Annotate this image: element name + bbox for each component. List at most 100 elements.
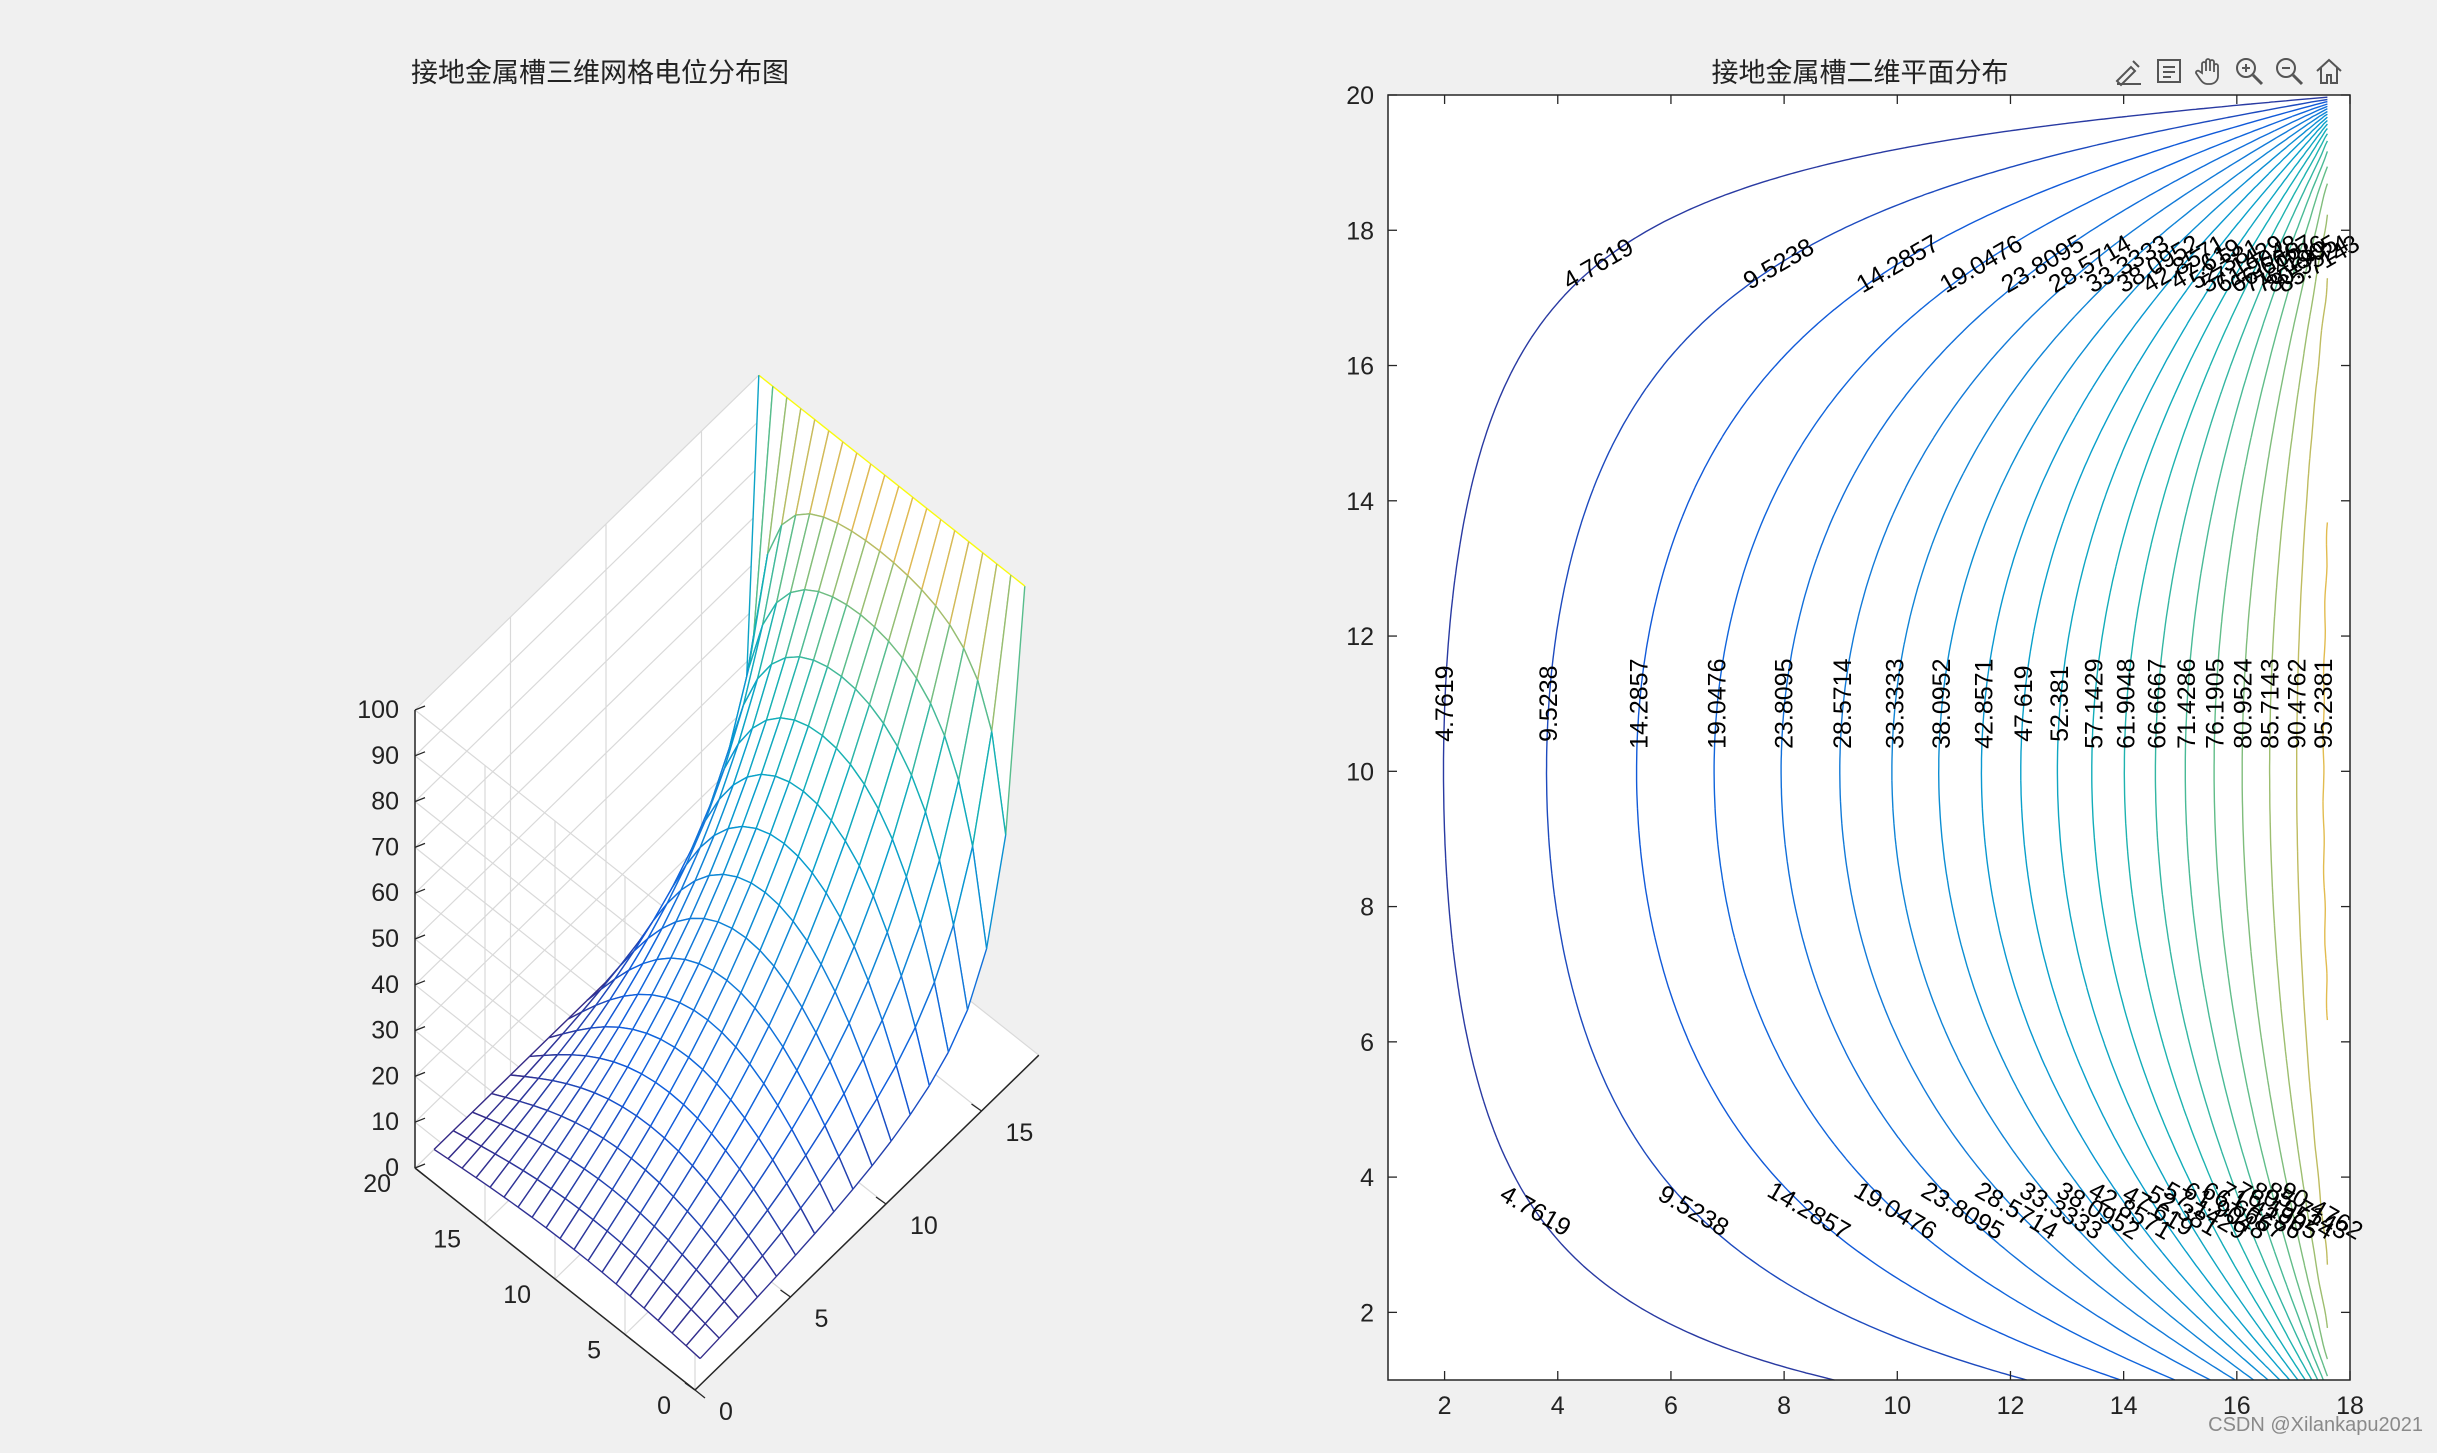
surface-mesh-edge — [694, 835, 715, 882]
contour-lines — [1442, 96, 2329, 1381]
surface-face — [632, 994, 666, 1034]
surface-mesh-edge — [698, 963, 714, 972]
surface-mesh-edge — [466, 1137, 482, 1147]
surface-face — [692, 1133, 726, 1182]
surface-face — [650, 1092, 684, 1139]
surface-mesh-edge — [840, 614, 862, 677]
surface-mesh-edge — [527, 1135, 543, 1145]
surface-face — [809, 430, 843, 518]
surface-mesh-edge — [699, 1337, 720, 1360]
surface-mesh-edge — [630, 1157, 646, 1171]
surface-mesh-edge — [670, 957, 685, 961]
surface-mesh-edge — [805, 1155, 821, 1184]
surface-mesh-edge — [611, 1188, 627, 1202]
surface-mesh-edge — [802, 735, 824, 792]
pan-icon[interactable] — [2192, 54, 2226, 88]
surface-mesh-edge — [561, 1115, 576, 1124]
surface-mesh-edge — [654, 1047, 676, 1083]
surface-mesh-edge — [928, 1051, 950, 1087]
surface-x-axis — [694, 1054, 1040, 1391]
surface-mesh-edge — [789, 513, 811, 593]
zoom-in-icon[interactable] — [2232, 54, 2266, 88]
surface-mesh-edge — [708, 828, 729, 876]
surface-mesh-edge — [571, 1054, 586, 1057]
surface-mesh-edge — [573, 1219, 594, 1250]
surface-mesh-edge — [882, 658, 904, 724]
surface-mesh-edge — [736, 876, 752, 884]
surface-face — [816, 991, 850, 1062]
surface-z-tick-label: 60 — [371, 879, 399, 907]
surface-mesh-edge — [593, 1061, 615, 1094]
brush-icon[interactable] — [2112, 54, 2146, 88]
surface-mesh-edge — [730, 1099, 746, 1119]
surface-mesh-edge — [971, 846, 988, 949]
surface-mesh-edge — [848, 1023, 864, 1060]
surface-mesh-edge — [766, 717, 781, 721]
surface-mesh-edge — [651, 957, 672, 996]
surface-mesh-edge — [727, 776, 748, 829]
surface-face — [752, 657, 786, 729]
surface-face — [528, 1110, 562, 1144]
surface-mesh-edge — [799, 656, 814, 661]
surface-face — [798, 804, 832, 873]
surface-mesh-edge — [777, 1070, 798, 1106]
contour-line — [2123, 133, 2328, 1381]
axes-toolbar — [2112, 54, 2346, 88]
surface-mesh-edge — [633, 937, 649, 952]
surface-face — [662, 880, 696, 929]
surface-face — [827, 604, 861, 677]
surface-mesh-edge — [712, 928, 733, 971]
surface-y-tick — [694, 1389, 706, 1399]
surface-mesh-edge — [739, 1168, 755, 1190]
surface-mesh-edge — [585, 1026, 606, 1057]
surface-face — [663, 1254, 697, 1296]
surface-face — [821, 917, 855, 992]
surface-mesh-edge — [721, 1031, 737, 1048]
surface-mesh-edge — [523, 1054, 545, 1077]
surface-mesh-edge — [716, 1083, 732, 1101]
datatip-icon[interactable] — [2152, 54, 2186, 88]
surface-mesh-edge — [579, 1057, 601, 1089]
surface-face — [902, 589, 936, 679]
surface-face — [766, 656, 800, 721]
surface-mesh-edge — [592, 1189, 613, 1221]
surface-mesh-edge — [755, 827, 771, 835]
surface-mesh-edge — [655, 1081, 671, 1094]
surface-face — [658, 1295, 692, 1334]
surface-mesh-edge — [461, 1167, 477, 1179]
contour-label: 85.7143 — [2257, 658, 2285, 748]
surface-mesh-edge — [882, 723, 899, 747]
surface-mesh-edge — [796, 1070, 812, 1098]
surface-face — [808, 666, 842, 736]
surface-face — [794, 660, 828, 727]
surface-mesh-edge — [696, 1083, 718, 1119]
surface-mesh-edge — [782, 1046, 798, 1071]
surface-mesh-edge — [876, 1098, 892, 1142]
zoom-out-icon[interactable] — [2272, 54, 2306, 88]
surface-mesh-edge — [595, 978, 616, 1006]
surface-mesh-edge — [806, 892, 827, 942]
contour-y-tick-label: 6 — [1360, 1029, 1374, 1057]
surface-mesh-edge — [447, 1158, 463, 1169]
surface-face — [575, 1092, 609, 1130]
surface-x-tick — [780, 1289, 791, 1298]
surface-mesh-edge — [786, 1183, 802, 1209]
surface-mesh-edge — [985, 834, 1007, 949]
surface-mesh-edge — [567, 1000, 588, 1020]
surface-mesh-edge — [761, 773, 776, 777]
surface-mesh-edge — [933, 982, 950, 1053]
surface-face — [686, 1323, 720, 1359]
surface-mesh-edge — [742, 1255, 764, 1280]
surface-mesh-edge — [651, 994, 666, 999]
surface-mesh-edge — [485, 1096, 506, 1119]
surface-mesh-edge — [891, 775, 913, 840]
surface-mesh-edge — [679, 963, 700, 1004]
surface-mesh-edge — [739, 1137, 760, 1170]
surface-mesh-edge — [924, 811, 941, 861]
surface-mesh-edge — [745, 937, 761, 952]
surface-mesh-edge — [702, 1032, 723, 1070]
surface-mesh-edge — [616, 1115, 638, 1149]
surface-face — [664, 1104, 698, 1152]
surface-mesh-edge — [991, 574, 1012, 732]
home-icon[interactable] — [2312, 54, 2346, 88]
